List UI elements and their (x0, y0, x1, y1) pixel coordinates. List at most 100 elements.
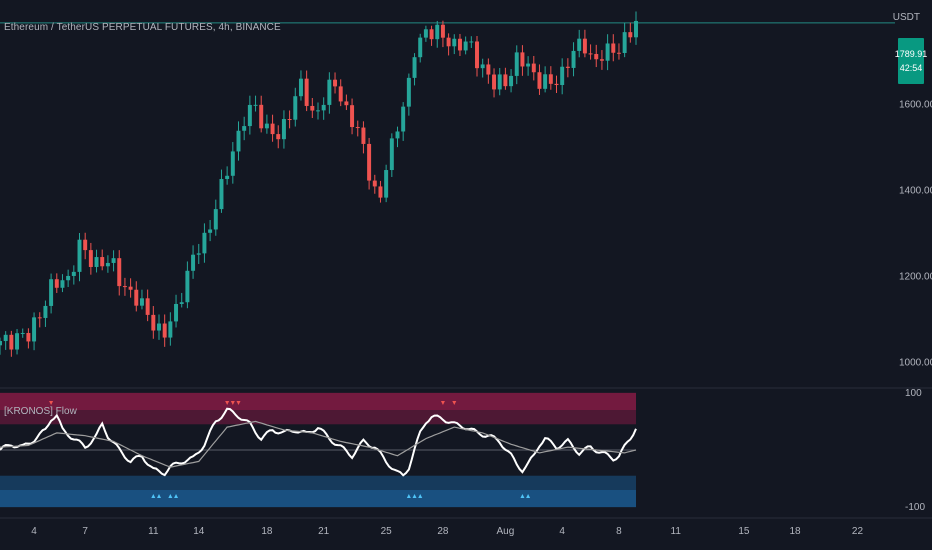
candle-body (105, 262, 110, 267)
price-badge: 1789.91 42:54 (895, 38, 927, 84)
candle-body (520, 52, 525, 67)
candle-body (37, 317, 42, 319)
bear-signal-marker (225, 401, 230, 405)
zone-bear-outer (0, 392, 636, 410)
candle-body (395, 131, 400, 139)
candle-body (543, 74, 548, 89)
candle-body (71, 271, 76, 276)
x-tick-label: 22 (852, 526, 864, 537)
candle-body (401, 106, 406, 132)
candle-body (88, 250, 93, 267)
candle-body (60, 280, 65, 288)
candle-body (406, 77, 411, 107)
candle-body (225, 175, 230, 180)
candle-body (457, 38, 462, 51)
candle-body (281, 119, 286, 140)
candle-body (605, 43, 610, 61)
candle-body (54, 279, 59, 288)
candle-body (191, 254, 196, 271)
candle-body (259, 104, 264, 129)
x-tick-label: 11 (671, 526, 682, 537)
candle-body (548, 74, 553, 84)
candle-body (628, 32, 633, 38)
candle-body (571, 50, 576, 68)
candle-body (372, 180, 377, 187)
x-tick-label: 14 (193, 526, 205, 537)
x-tick-label: 28 (437, 526, 449, 537)
candle-body (15, 333, 20, 350)
candle-body (196, 253, 201, 255)
x-tick-label: 18 (789, 526, 801, 537)
bull-signal-marker (151, 494, 156, 498)
candle-body (497, 74, 502, 90)
candle-body (582, 38, 587, 54)
candle-body (469, 41, 474, 43)
candle-body (162, 323, 167, 338)
candle-body (526, 63, 531, 67)
bear-signal-marker (49, 401, 54, 405)
candle-body (32, 317, 37, 342)
osc-tick-label: 100 (905, 388, 922, 399)
x-tick-label: 15 (738, 526, 750, 537)
candle-body (151, 314, 156, 331)
price-tick-label: 1000.00 (899, 358, 932, 369)
candle-body (270, 123, 275, 135)
x-tick-label: 8 (616, 526, 622, 537)
candle-body (230, 151, 235, 176)
bull-signal-marker (157, 494, 161, 498)
candle-body (384, 170, 389, 198)
candle-body (509, 75, 514, 87)
candle-body (304, 78, 309, 106)
candle-body (423, 29, 428, 38)
candle-body (134, 289, 139, 306)
x-tick-label: 4 (31, 526, 37, 537)
candle-body (117, 258, 122, 287)
candle-body (208, 229, 213, 233)
symbol-title: Ethereum / TetherUS PERPETUAL FUTURES, 4… (4, 22, 281, 33)
candle-body (94, 257, 99, 267)
bull-signal-marker (418, 494, 423, 498)
x-tick-label: 25 (381, 526, 393, 537)
candle-body (463, 41, 468, 51)
zone-bull-outer (0, 490, 636, 508)
candle-body (242, 126, 247, 131)
candle-body (185, 270, 190, 303)
candle-body (514, 52, 519, 76)
candle-body (247, 104, 252, 127)
candle-body (588, 53, 593, 55)
bull-signal-marker (526, 494, 531, 498)
candle-body (429, 29, 434, 40)
candle-body (100, 257, 105, 267)
zone-bear-inner (0, 410, 636, 425)
candle-body (202, 232, 207, 254)
candle-body (327, 79, 332, 105)
currency-label: USDT (892, 12, 920, 23)
candle-body (66, 275, 71, 281)
x-tick-label: Aug (496, 526, 514, 537)
candle-body (333, 79, 338, 87)
candle-body (310, 105, 315, 111)
candle-body (276, 134, 281, 140)
bull-signal-marker (520, 494, 525, 498)
candle-body (139, 298, 144, 306)
candle-body (616, 52, 621, 54)
candle-body (344, 101, 349, 106)
price-tick-label: 1200.00 (899, 272, 932, 283)
candle-body (3, 334, 8, 342)
candle-body (634, 20, 638, 38)
candle-body (264, 123, 269, 129)
candle-body (157, 323, 161, 331)
last-price: 1789.91 (894, 49, 928, 59)
candle-body (355, 127, 360, 129)
candle-body (0, 341, 2, 346)
bear-signal-marker (440, 401, 445, 405)
candle-body (486, 64, 491, 75)
candle-body (9, 334, 14, 350)
candle-body (622, 32, 627, 54)
bull-signal-marker (174, 494, 179, 498)
candle-body (378, 186, 383, 198)
candle-body (440, 24, 445, 38)
candle-body (321, 104, 326, 111)
candle-body (128, 286, 133, 290)
